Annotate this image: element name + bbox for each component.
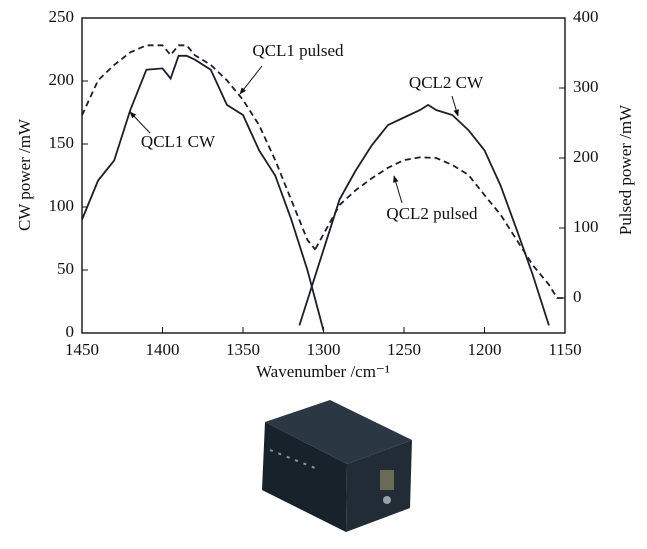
annotation-arrow: [239, 65, 263, 95]
series-annotation: QCL1 CW: [141, 132, 216, 151]
annotation-arrow: [129, 111, 151, 134]
annotation-arrow: [393, 175, 403, 204]
series-line: [298, 103, 550, 326]
series-line: [314, 156, 565, 299]
y2-tick-label: 100: [573, 217, 599, 236]
y-tick-label: 200: [49, 70, 75, 89]
annotation-arrow: [451, 95, 459, 117]
y-tick-label: 50: [57, 259, 74, 278]
x-tick-label: 1250: [387, 340, 421, 359]
series-annotation: QCL2 pulsed: [386, 204, 478, 223]
y2-axis-label: Pulsed power /mW: [616, 104, 635, 235]
series-annotation: QCL2 CW: [409, 73, 484, 92]
x-tick-label: 1400: [146, 340, 180, 359]
x-tick-label: 1350: [226, 340, 260, 359]
y-tick-label: 0: [66, 322, 75, 341]
y-tick-label: 150: [49, 133, 75, 152]
plot-frame: [81, 17, 566, 334]
x-tick-label: 1300: [307, 340, 341, 359]
device-photo: [262, 400, 412, 532]
y-tick-label: 250: [49, 7, 75, 26]
y2-tick-label: 400: [573, 7, 599, 26]
y-tick-label: 100: [49, 196, 75, 215]
series-line: [81, 44, 317, 251]
y2-tick-label: 0: [573, 287, 582, 306]
series-annotation: QCL1 pulsed: [252, 41, 344, 60]
y2-tick-label: 200: [573, 147, 599, 166]
series-line: [81, 54, 325, 331]
y-axis-label: CW power /mW: [15, 118, 34, 231]
x-tick-label: 1450: [65, 340, 99, 359]
x-axis-label: Wavenumber /cm⁻¹: [256, 362, 390, 381]
y2-tick-label: 300: [573, 77, 599, 96]
x-tick-label: 1150: [548, 340, 581, 359]
x-tick-label: 1200: [468, 340, 502, 359]
